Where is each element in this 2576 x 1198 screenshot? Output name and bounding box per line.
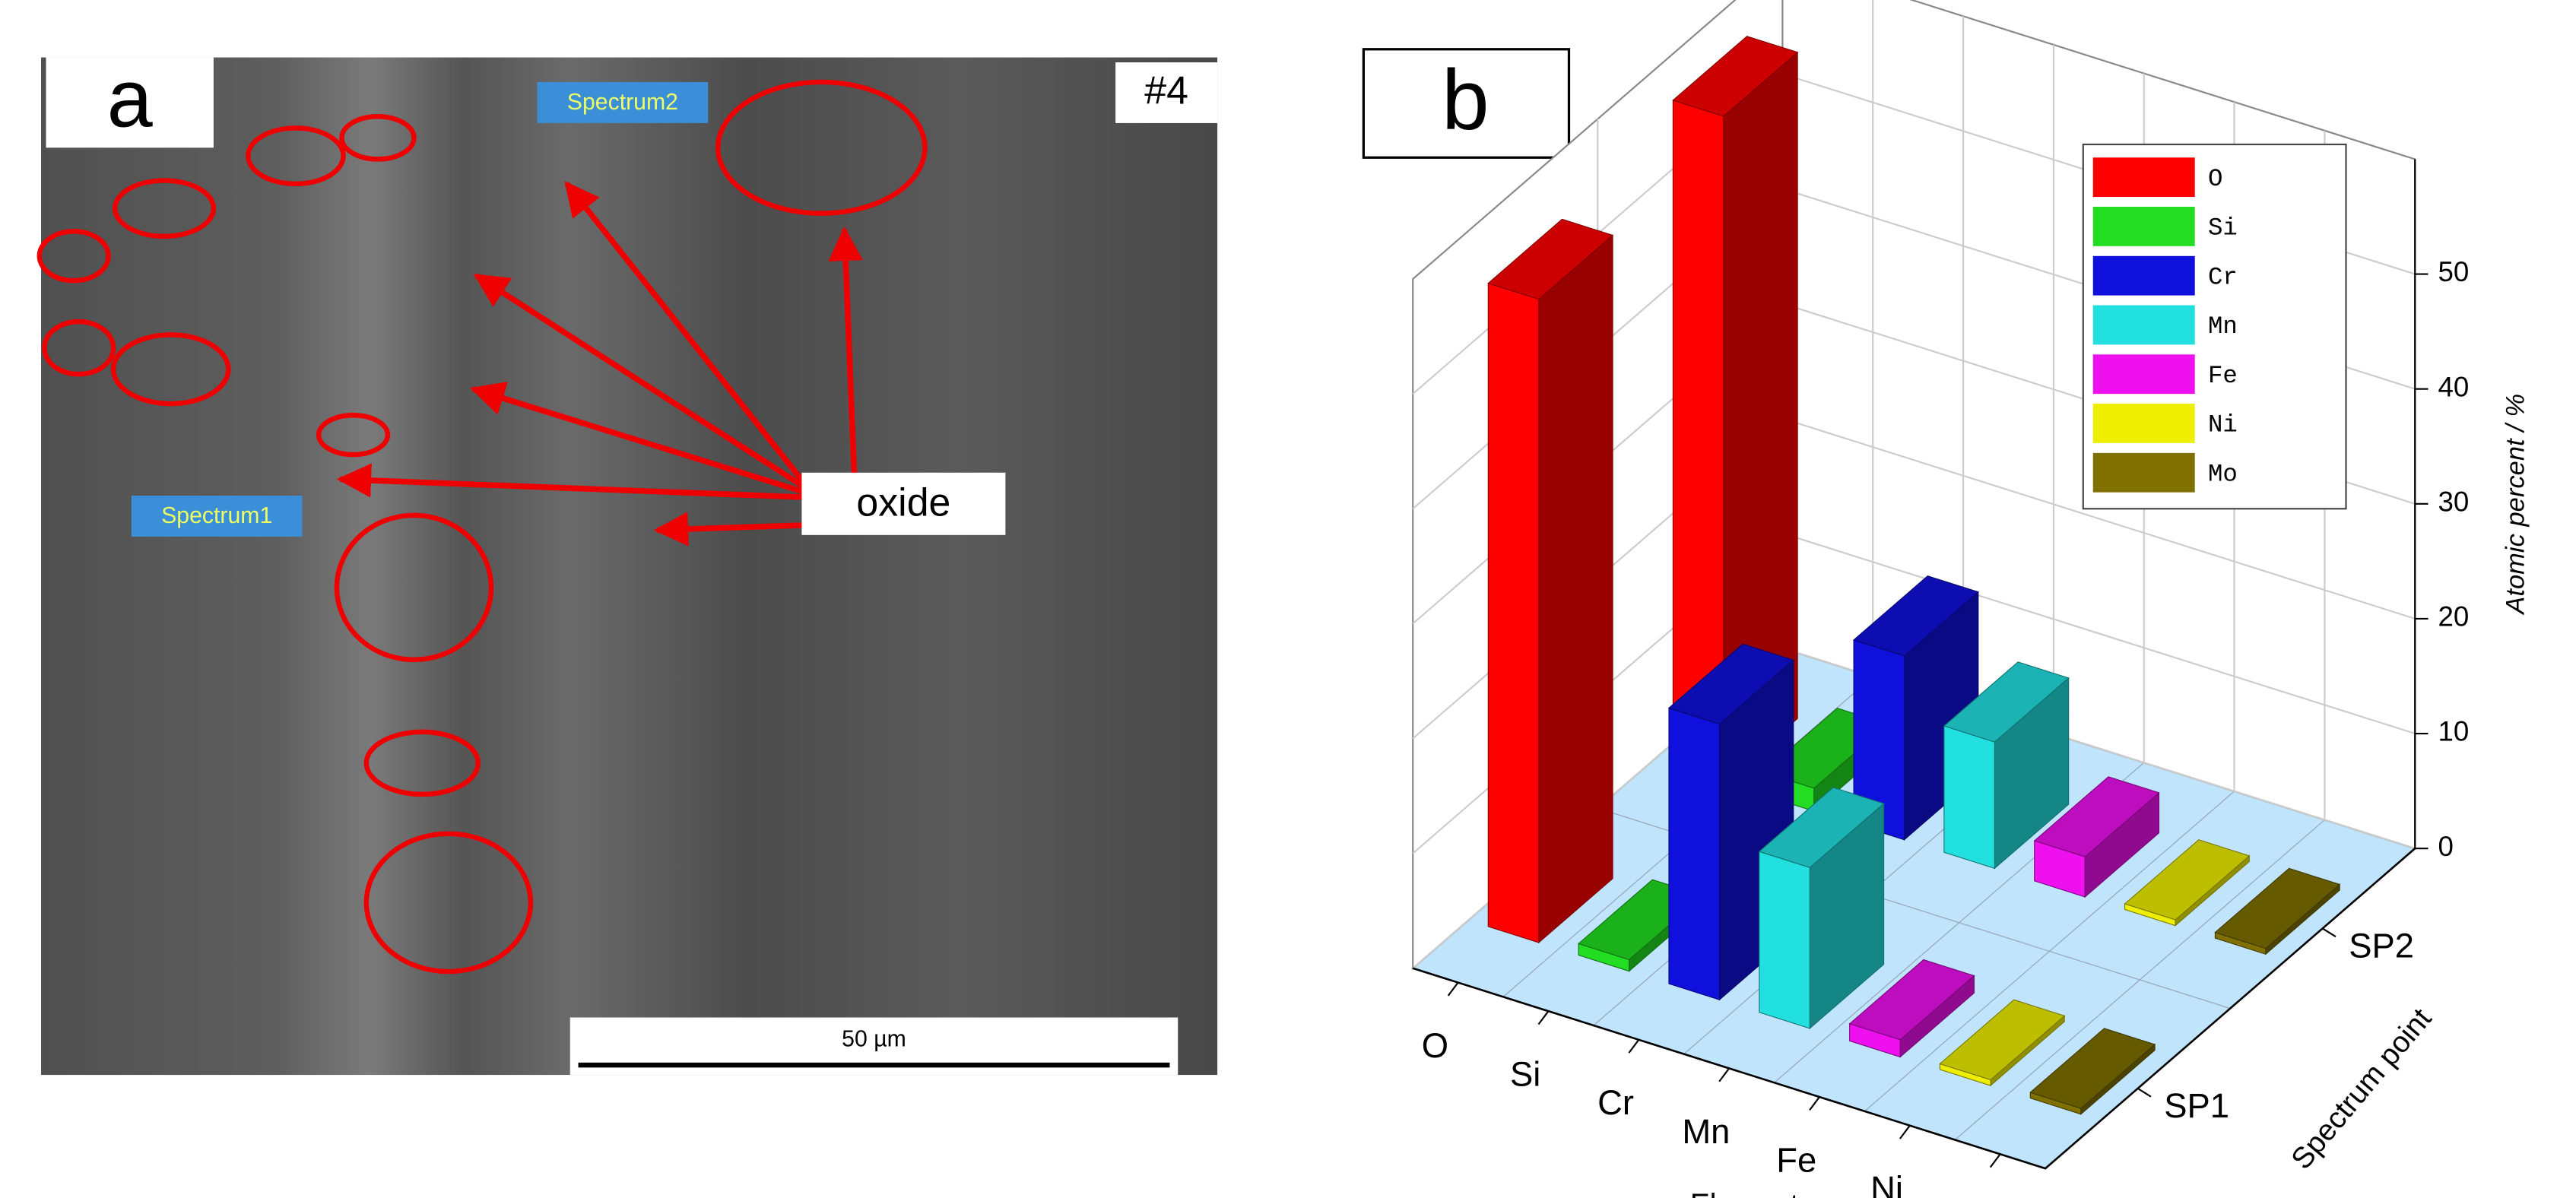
x-tick-label: O bbox=[1422, 1026, 1448, 1065]
bar bbox=[1939, 999, 2066, 1087]
spectrum1-label: Spectrum1 bbox=[161, 503, 272, 528]
x-tick-label: Ni bbox=[1870, 1169, 1903, 1198]
z-tick-label: 40 bbox=[2438, 371, 2470, 402]
x-tick-label: Cr bbox=[1597, 1083, 1634, 1122]
x-axis-label: Element bbox=[1690, 1188, 1799, 1198]
bar bbox=[1848, 959, 1975, 1058]
label-box bbox=[46, 57, 214, 148]
bar-front bbox=[1943, 725, 1995, 870]
bar bbox=[2214, 867, 2341, 956]
panel-a: a #4 Spectrum2 Spectrum1 oxide 50 µm bbox=[36, 52, 1218, 1076]
legend-label: Si bbox=[2208, 214, 2238, 242]
x-tick bbox=[1447, 981, 1459, 997]
z-tick-label: 30 bbox=[2438, 486, 2470, 517]
bar-top bbox=[1939, 999, 2066, 1081]
bar-top bbox=[1758, 787, 1885, 868]
bar-top bbox=[1487, 218, 1614, 300]
spectrum2-label: Spectrum2 bbox=[567, 90, 678, 115]
bar-front bbox=[1759, 851, 1810, 1029]
x-tick bbox=[1809, 1096, 1820, 1111]
z-tick-label: 50 bbox=[2438, 256, 2470, 287]
panel-label: b bbox=[1442, 52, 1489, 147]
legend-swatch bbox=[2092, 207, 2195, 246]
bar bbox=[1487, 218, 1614, 944]
x-tick bbox=[1537, 1010, 1550, 1025]
bar bbox=[1672, 36, 1799, 784]
legend-swatch bbox=[2092, 452, 2195, 493]
panel-label: a bbox=[107, 52, 154, 144]
y-axis-label: Spectrum point bbox=[2285, 1003, 2438, 1176]
label-box bbox=[1362, 48, 1571, 159]
legend-swatch bbox=[2092, 305, 2195, 345]
arrows bbox=[336, 181, 863, 547]
bar-front bbox=[1668, 707, 1721, 1000]
y-tick bbox=[2137, 1087, 2152, 1098]
tag-box bbox=[1115, 62, 1218, 123]
bar-side bbox=[1538, 234, 1613, 944]
legend-label: Cr bbox=[2208, 263, 2238, 291]
bar-top bbox=[2029, 1028, 2156, 1109]
sem-image bbox=[41, 57, 1218, 1076]
legend-swatch bbox=[2092, 404, 2195, 443]
bar bbox=[1758, 787, 1885, 1030]
x-tick-label: Fe bbox=[1776, 1140, 1816, 1179]
legend-label: Mn bbox=[2208, 312, 2238, 341]
z-tick-label: 0 bbox=[2438, 831, 2454, 862]
bar bbox=[2124, 839, 2251, 927]
scale-bar-label: 50 µm bbox=[842, 1027, 906, 1052]
annotation-box bbox=[801, 472, 1006, 535]
bar bbox=[2029, 1028, 2156, 1115]
legend-label: Mo bbox=[2208, 460, 2238, 488]
y-tick bbox=[2322, 927, 2336, 938]
panel-b: b bbox=[1362, 48, 1571, 159]
bar-top bbox=[1667, 643, 1794, 725]
legend-swatch bbox=[2092, 354, 2195, 395]
bar-top bbox=[1848, 959, 1975, 1041]
z-tick-label: 10 bbox=[2438, 716, 2470, 747]
x-tick-label: Si bbox=[1510, 1055, 1540, 1094]
legend-swatch bbox=[2092, 255, 2195, 296]
legend-label: Ni bbox=[2208, 411, 2238, 439]
x-tick bbox=[1628, 1039, 1640, 1054]
bar-top bbox=[1852, 575, 1979, 657]
z-tick-label: 20 bbox=[2438, 601, 2470, 632]
z-axis-label: Atomic percent / % bbox=[2501, 394, 2530, 616]
highlight-circles bbox=[36, 79, 928, 975]
legend-label: O bbox=[2208, 165, 2222, 193]
x-tick bbox=[1899, 1125, 1911, 1139]
x-tick bbox=[1989, 1153, 2001, 1168]
bar bbox=[1943, 661, 2070, 870]
y-tick-label: SP1 bbox=[2164, 1086, 2229, 1125]
bar bbox=[2033, 776, 2160, 898]
bar-front bbox=[1487, 282, 1540, 943]
bar-top bbox=[1943, 661, 2070, 743]
axis-line bbox=[1412, 848, 2416, 1170]
legend-label: Fe bbox=[2208, 362, 2238, 390]
bar-top bbox=[1672, 36, 1799, 117]
x-tick-label: Mn bbox=[1682, 1112, 1730, 1151]
legend-swatch bbox=[2092, 157, 2195, 198]
bar-top bbox=[2033, 776, 2160, 857]
y-tick-label: SP2 bbox=[2349, 926, 2414, 965]
spectrum2-box bbox=[537, 81, 709, 123]
bar-top bbox=[2124, 839, 2251, 921]
tag: #4 bbox=[1144, 68, 1188, 113]
annotation: oxide bbox=[856, 480, 950, 525]
spectrum1-box bbox=[131, 495, 303, 537]
x-tick bbox=[1718, 1067, 1731, 1082]
bar-top bbox=[2214, 867, 2341, 949]
